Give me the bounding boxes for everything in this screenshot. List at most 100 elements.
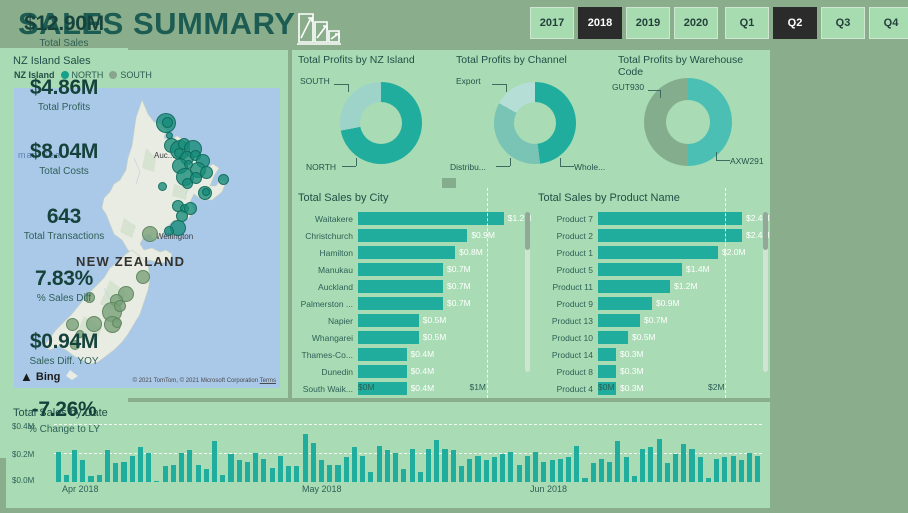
bar-row[interactable]: Product 13 $0.7M	[532, 312, 760, 329]
year-option-2020[interactable]: 2020	[674, 7, 718, 39]
date-bar[interactable]	[310, 442, 316, 482]
bar-row[interactable]: Product 11 $1.2M	[532, 278, 760, 295]
date-bar[interactable]	[113, 463, 119, 482]
bar-row[interactable]: Product 4 $0.3M	[532, 380, 760, 397]
date-bar[interactable]	[664, 463, 670, 482]
bar-fill[interactable]	[358, 212, 504, 225]
date-bar[interactable]	[500, 454, 506, 482]
date-bar[interactable]	[697, 457, 703, 482]
date-bar[interactable]	[137, 447, 143, 482]
bar-row[interactable]: South Waik... $0.4M	[292, 380, 522, 397]
bar-fill[interactable]	[358, 365, 407, 378]
legend-item-north[interactable]: NORTH	[60, 70, 103, 80]
bar-row[interactable]: Thames-Co... $0.4M	[292, 346, 522, 363]
bar-row[interactable]: Palmerston ... $0.7M	[292, 295, 522, 312]
bar-row[interactable]: Christchurch $0.9M	[292, 227, 522, 244]
date-bar[interactable]	[409, 448, 415, 482]
date-bar[interactable]	[508, 451, 514, 482]
date-bar[interactable]	[269, 467, 275, 482]
quarter-option-q3[interactable]: Q3	[821, 7, 865, 39]
date-bar[interactable]	[63, 474, 69, 482]
bar-row[interactable]: Product 8 $0.3M	[532, 363, 760, 380]
bar-row[interactable]: Product 1 $2.0M	[532, 244, 760, 261]
bar-row[interactable]: Product 7 $2.4M	[532, 210, 770, 227]
bar-row[interactable]: Product 2 $2.4M	[532, 227, 770, 244]
bar-fill[interactable]	[358, 348, 407, 361]
date-bar[interactable]	[228, 454, 234, 482]
date-chart-plot[interactable]	[54, 424, 762, 482]
bar-fill[interactable]	[598, 365, 616, 378]
bar-chart-product[interactable]: Total Sales by Product Name Product 7 $2.…	[532, 188, 770, 398]
bar-fill[interactable]	[358, 246, 456, 259]
date-bar[interactable]	[220, 474, 226, 482]
date-bar[interactable]	[755, 455, 761, 482]
date-bar[interactable]	[104, 450, 111, 482]
date-bar[interactable]	[170, 464, 176, 482]
date-bar[interactable]	[302, 434, 308, 482]
date-bar[interactable]	[714, 458, 720, 482]
bar-fill[interactable]	[358, 263, 444, 276]
date-bar[interactable]	[335, 464, 341, 482]
donut-channel[interactable]: Total Profits by Channel Export Distribu…	[450, 50, 612, 184]
legend-item-south[interactable]: SOUTH	[109, 70, 152, 80]
date-bar[interactable]	[458, 466, 465, 482]
date-bar[interactable]	[351, 447, 358, 482]
city-scrollbar[interactable]	[525, 212, 530, 372]
date-bar[interactable]	[516, 464, 522, 482]
bar-fill[interactable]	[598, 212, 742, 225]
date-bar[interactable]	[203, 468, 209, 482]
date-bar[interactable]	[475, 455, 481, 482]
date-bar[interactable]	[96, 474, 102, 482]
date-bar[interactable]	[689, 448, 695, 482]
date-bar[interactable]	[738, 460, 744, 482]
date-bar[interactable]	[88, 476, 94, 482]
year-option-2018[interactable]: 2018	[578, 7, 622, 39]
date-bar[interactable]	[450, 450, 456, 482]
date-bar[interactable]	[195, 464, 201, 482]
date-bar[interactable]	[590, 463, 596, 482]
date-bar[interactable]	[286, 466, 292, 482]
bar-fill[interactable]	[358, 382, 407, 395]
bar-row[interactable]: Product 5 $1.4M	[532, 261, 760, 278]
date-bar[interactable]	[244, 461, 250, 482]
date-bar[interactable]	[705, 477, 712, 482]
bar-fill[interactable]	[598, 314, 640, 327]
date-bar[interactable]	[623, 457, 629, 482]
date-bar[interactable]	[631, 476, 637, 482]
bar-fill[interactable]	[598, 382, 616, 395]
bar-fill[interactable]	[598, 263, 682, 276]
date-bar[interactable]	[483, 460, 489, 482]
date-bar[interactable]	[327, 464, 333, 482]
date-bar[interactable]	[722, 457, 728, 482]
bar-fill[interactable]	[598, 246, 718, 259]
date-bar[interactable]	[417, 471, 423, 482]
date-bar[interactable]	[162, 466, 168, 482]
date-bar[interactable]	[533, 451, 539, 482]
date-bar[interactable]	[179, 453, 185, 482]
nz-bubble-map[interactable]: man Sea NEW ZEALAND Auc... Wellington	[14, 88, 280, 388]
date-bar[interactable]	[294, 466, 300, 482]
year-option-2017[interactable]: 2017	[530, 7, 574, 39]
date-bar[interactable]	[598, 458, 604, 482]
donut-warehouse[interactable]: Total Profits by Warehouse Code GUT930 A…	[612, 50, 770, 184]
date-bar[interactable]	[681, 444, 687, 482]
bar-fill[interactable]	[358, 280, 444, 293]
bar-fill[interactable]	[598, 348, 616, 361]
quarter-option-q4[interactable]: Q4	[869, 7, 908, 39]
bar-row[interactable]: Product 14 $0.3M	[532, 346, 760, 363]
date-bar[interactable]	[467, 458, 473, 482]
product-scrollbar[interactable]	[763, 212, 768, 372]
date-bar[interactable]	[491, 457, 497, 482]
quarter-option-q2[interactable]: Q2	[773, 7, 817, 39]
date-bar[interactable]	[730, 455, 736, 482]
date-bar[interactable]	[236, 460, 242, 482]
date-bar[interactable]	[747, 453, 753, 482]
date-bar[interactable]	[426, 448, 432, 482]
date-bar[interactable]	[72, 450, 78, 482]
date-bar[interactable]	[442, 448, 448, 482]
quarter-option-q1[interactable]: Q1	[725, 7, 769, 39]
date-bar[interactable]	[253, 453, 259, 482]
bar-row[interactable]: Product 10 $0.5M	[532, 329, 760, 346]
date-bar[interactable]	[277, 455, 283, 482]
bar-fill[interactable]	[598, 297, 652, 310]
